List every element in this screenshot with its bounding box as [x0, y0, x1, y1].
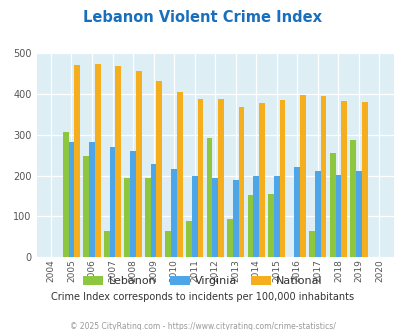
Bar — [273, 176, 279, 257]
Bar — [335, 175, 341, 257]
Bar — [68, 142, 74, 257]
Bar — [185, 220, 191, 257]
Bar — [89, 142, 95, 257]
Bar — [217, 99, 223, 257]
Bar — [267, 194, 273, 257]
Bar — [226, 218, 232, 257]
Bar — [299, 94, 305, 257]
Bar — [320, 96, 326, 257]
Bar — [294, 167, 299, 257]
Bar — [258, 103, 264, 257]
Bar — [355, 172, 361, 257]
Bar — [109, 147, 115, 257]
Bar — [95, 64, 100, 257]
Bar — [104, 231, 109, 257]
Bar — [165, 231, 171, 257]
Bar — [130, 151, 136, 257]
Bar — [63, 132, 68, 257]
Bar — [74, 65, 80, 257]
Bar — [238, 107, 244, 257]
Bar — [361, 102, 367, 257]
Bar — [145, 179, 150, 257]
Bar — [279, 100, 285, 257]
Bar — [212, 179, 217, 257]
Bar — [309, 231, 314, 257]
Bar — [232, 180, 238, 257]
Text: Lebanon Violent Crime Index: Lebanon Violent Crime Index — [83, 10, 322, 25]
Bar — [247, 195, 253, 257]
Bar — [191, 176, 197, 257]
Bar — [206, 138, 212, 257]
Bar — [253, 176, 258, 257]
Bar — [150, 164, 156, 257]
Text: © 2025 CityRating.com - https://www.cityrating.com/crime-statistics/: © 2025 CityRating.com - https://www.city… — [70, 322, 335, 330]
Bar — [177, 92, 182, 257]
Bar — [124, 179, 130, 257]
Bar — [314, 172, 320, 257]
Bar — [350, 140, 355, 257]
Bar — [156, 81, 162, 257]
Bar — [115, 66, 121, 257]
Text: Crime Index corresponds to incidents per 100,000 inhabitants: Crime Index corresponds to incidents per… — [51, 292, 354, 302]
Bar — [136, 71, 141, 257]
Bar — [341, 102, 346, 257]
Bar — [197, 99, 203, 257]
Bar — [329, 153, 335, 257]
Bar — [171, 169, 177, 257]
Bar — [83, 156, 89, 257]
Legend: Lebanon, Virginia, National: Lebanon, Virginia, National — [79, 271, 326, 290]
